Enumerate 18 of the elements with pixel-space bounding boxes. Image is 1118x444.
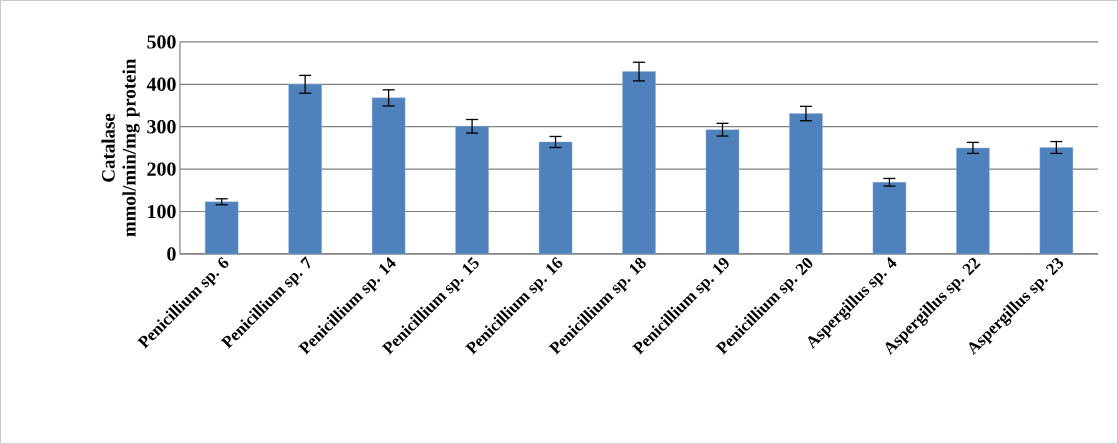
y-tick-label: 500 xyxy=(147,35,176,49)
y-tick-label: 0 xyxy=(167,247,176,261)
y-tick-label: 300 xyxy=(147,120,176,134)
bar xyxy=(371,97,406,255)
bar xyxy=(956,147,990,255)
bar xyxy=(1039,147,1074,255)
bar xyxy=(789,113,823,255)
bar xyxy=(538,141,573,255)
bar xyxy=(455,126,489,255)
bar xyxy=(705,129,740,255)
bar xyxy=(288,84,322,255)
y-tick-label: 400 xyxy=(146,77,176,92)
y-axis-title: Catalase mmol/min/mg protein xyxy=(101,59,140,237)
y-tick-label: 200 xyxy=(147,162,176,176)
y-tick-label: 100 xyxy=(148,204,176,219)
bar xyxy=(622,71,656,255)
bar xyxy=(204,201,239,255)
bar xyxy=(872,182,907,255)
